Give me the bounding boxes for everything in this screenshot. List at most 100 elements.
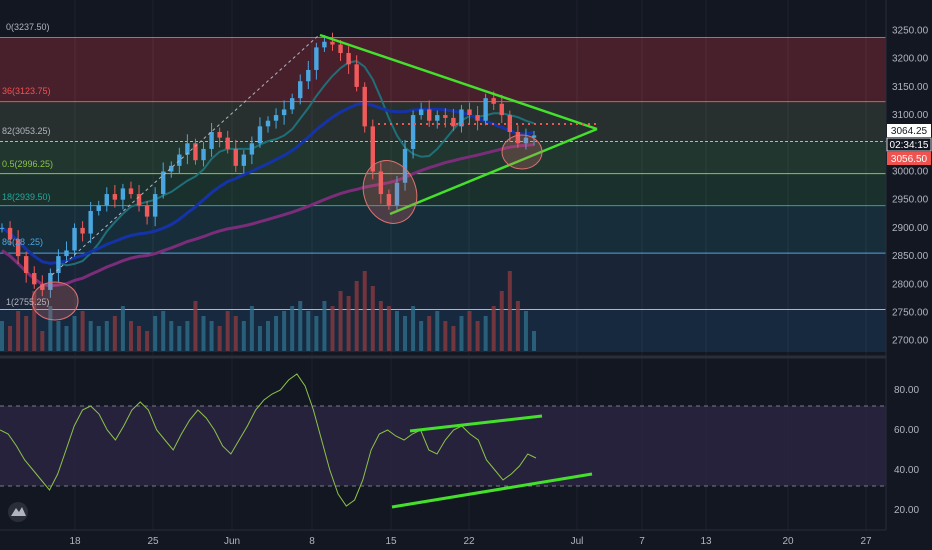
volume-bar [274,316,279,351]
price-axis-background [886,0,932,550]
fib-band [0,205,886,254]
volume-bar [161,311,166,351]
candle-body [483,98,488,121]
time-tick-label: 20 [782,536,794,547]
candle-body [40,284,45,290]
fib-band [0,141,886,174]
fib-label-0: 0(3237.50) [6,22,50,32]
candle-body [32,273,37,285]
candle-body [249,143,255,155]
rsi-tick-label: 40.00 [894,465,919,476]
rsi-upper-trendline[interactable] [409,414,543,433]
volume-bar [532,331,536,351]
fib-label-5: 86(28 .25) [2,237,43,247]
volume-bar [169,321,174,351]
volume-bar [354,281,359,351]
candle-body [370,126,375,172]
volume-bar [282,311,287,351]
volume-bar [88,321,93,351]
candle-body [257,126,263,144]
volume-bar [403,316,408,351]
countdown-value: 02:34:15 [890,140,929,151]
candle-body [491,98,496,104]
volume-bar [56,321,61,351]
candle-body [386,194,392,206]
rsi-lower-trendline[interactable] [391,472,593,509]
price-tick-label: 2700.00 [892,336,929,347]
drawing-annotations[interactable] [31,33,598,321]
volume-bar [120,306,125,351]
volume-bar [483,316,488,351]
current-price-tag: 3064.25 [887,124,931,137]
candle-body [435,115,440,121]
volume-bar [314,316,319,351]
candle-body [265,120,271,127]
volume-bar [177,326,182,351]
tradingview-logo[interactable] [8,502,28,522]
volume-bar [386,306,391,351]
volume-bar [217,326,222,351]
highlight-ellipse[interactable] [501,134,543,170]
candle-body [80,227,85,234]
volume-bar [32,291,37,351]
ma-slow-line [1,143,535,288]
price-tick-label: 2900.00 [892,223,929,234]
candle-body [378,171,384,195]
volume-bar [8,326,13,351]
volume-bar [96,326,101,351]
highlight-ellipse[interactable] [355,153,426,231]
candle-body [161,171,166,195]
triangle-upper-trendline[interactable] [319,33,598,131]
candle-body [362,86,367,127]
volume-bar [419,321,424,351]
candle-body [193,143,198,161]
time-tick-label: 18 [69,536,81,547]
volume-bar [378,301,383,351]
fibonacci-retracement-bands [0,37,886,352]
candle-body [7,227,13,240]
candle-body [475,115,480,121]
price-pane[interactable]: 0(3237.50) 36(3123.75) 82(3053.25) 0.5(2… [0,0,886,530]
candle-body [354,64,359,87]
candle-body [72,227,77,251]
candle-body [467,109,472,116]
candle-body [48,273,53,290]
volume-bar [233,316,238,351]
candle-body [394,182,400,206]
candle-body [136,194,142,206]
highlight-ellipse[interactable] [31,281,79,321]
candle-body [64,250,69,257]
rsi-tick-label: 80.00 [894,385,919,396]
triangle-lower-trendline[interactable] [389,127,598,216]
volume-bar [467,311,472,351]
candle-body [306,69,311,82]
candle-body [346,53,351,65]
volume-bar [40,331,45,351]
time-axis[interactable]: 18 25 Jun 8 15 22 Jul 7 13 20 27 [0,529,886,547]
candle-body [443,115,448,118]
volume-bar [338,291,343,351]
fib-label-6: 1(2755.25) [6,297,50,307]
fib-band [0,101,886,142]
candle-body [451,117,456,127]
volume-bar [225,311,230,351]
candle-body [56,256,61,274]
rsi-pane[interactable] [0,373,886,522]
price-tick-label: 3100.00 [892,110,929,121]
candle-body [515,132,521,144]
candle-body [104,194,109,206]
candle-body [217,132,222,138]
price-tick-label: 2800.00 [892,279,929,290]
fib-label-4: 18(2939.50) [2,192,51,202]
volume-bar [257,326,262,351]
candle-body [531,135,537,138]
volume-bar [266,321,270,351]
candle-body [402,148,408,183]
price-axis[interactable]: 3250.003200.003150.003100.003050.003000.… [885,0,932,550]
candle-body [88,210,93,234]
volume-bar [499,291,504,351]
volume-bar [451,326,456,351]
price-tick-label: 3000.00 [892,166,929,177]
fib-band [0,253,886,310]
